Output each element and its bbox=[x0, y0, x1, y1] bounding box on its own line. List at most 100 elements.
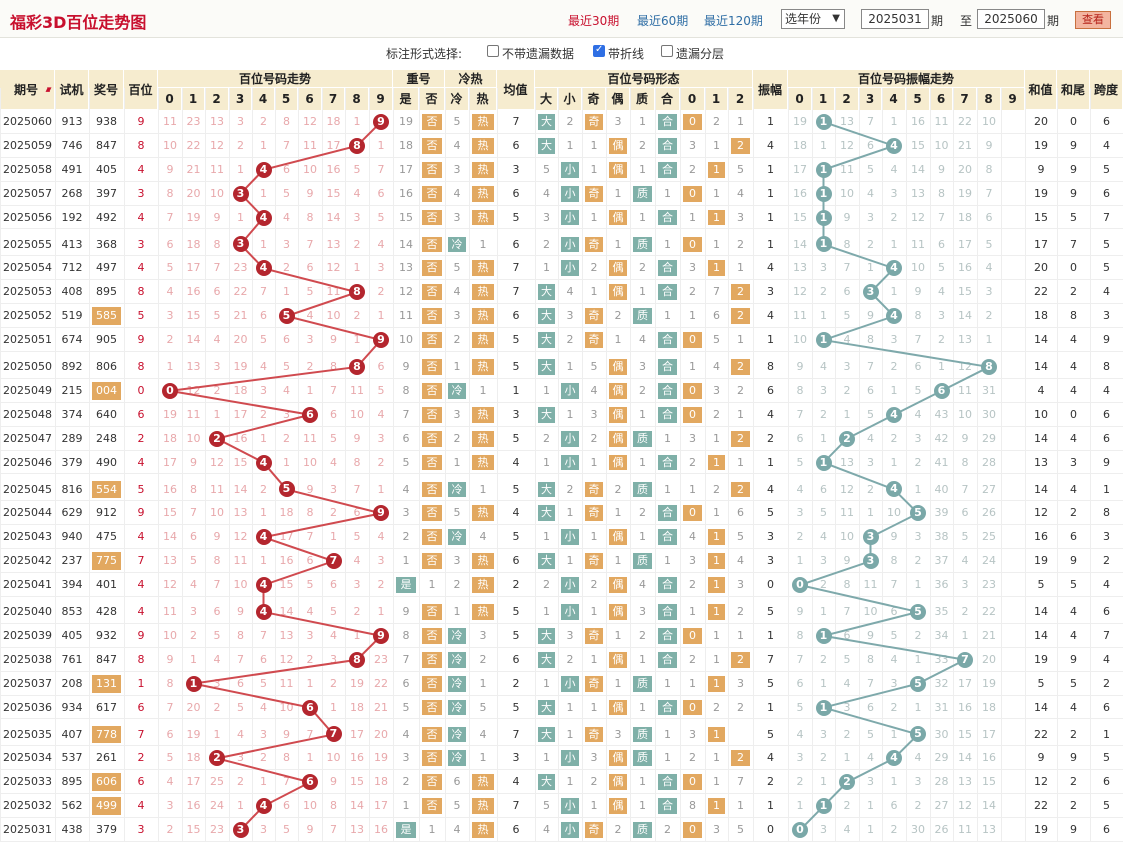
omission-cell: 5 bbox=[330, 431, 337, 445]
header-digit-8: 8 bbox=[345, 88, 369, 110]
prize-cell: 806 bbox=[96, 360, 117, 373]
omission-cell: 6 bbox=[306, 554, 314, 568]
omission-cell: 8 bbox=[237, 628, 244, 642]
amp-omission-cell: 14 bbox=[911, 162, 925, 176]
amp-cell: 1 bbox=[767, 162, 774, 176]
no-omission-checkbox[interactable] bbox=[487, 45, 499, 57]
to-issue-input[interactable]: 2025060 bbox=[977, 9, 1045, 29]
header-repeat-yes: 是 bbox=[393, 88, 419, 110]
oddeven-omission: 1 bbox=[590, 652, 598, 666]
test-cell: 746 bbox=[61, 138, 83, 152]
table-row bbox=[0, 723, 1123, 747]
omission-cell: 1 bbox=[237, 162, 244, 176]
repeat-no-tag: 否 bbox=[422, 406, 442, 423]
hot-tag: 热 bbox=[472, 137, 494, 154]
table-row bbox=[0, 328, 1123, 352]
amp-omission-cell: 7 bbox=[796, 407, 804, 421]
grid-line bbox=[930, 88, 931, 842]
oddeven-omission: 2 bbox=[590, 578, 598, 592]
oddeven-omission: 3 bbox=[590, 751, 598, 765]
omission-cell: 11 bbox=[210, 482, 224, 496]
header-bar: 福彩3D百位走势图 最近30期 最近60期 最近120期 选年份 ▼ 202503… bbox=[0, 0, 1123, 38]
amp-omission-cell: 26 bbox=[982, 506, 996, 520]
amp-omission-cell: 30 bbox=[934, 727, 949, 741]
no-omission-label[interactable]: 不带遗漏数据 bbox=[502, 47, 575, 61]
amp-omission-cell: 4 bbox=[820, 360, 827, 373]
bigsmall-tag: 小 bbox=[561, 798, 579, 815]
amp-omission-cell: 1 bbox=[914, 482, 922, 496]
bigsmall-omission: 5 bbox=[543, 799, 550, 813]
amp-omission-cell: 4 bbox=[938, 285, 945, 299]
omission-cell: 2 bbox=[353, 237, 361, 251]
amp-omission-cell: 11 bbox=[793, 309, 807, 323]
amp-omission-cell: 19 bbox=[793, 115, 807, 128]
polyline-label[interactable]: 带折线 bbox=[608, 47, 645, 61]
grid-line bbox=[205, 88, 206, 842]
amp-omission-cell: 4 bbox=[796, 727, 804, 741]
omission-cell: 9 bbox=[283, 727, 290, 741]
omission-layer-checkbox[interactable] bbox=[661, 45, 673, 57]
omission-cell: 5 bbox=[166, 261, 174, 275]
amp-omission-cell: 9 bbox=[796, 605, 804, 618]
amp-omission-cell: 3 bbox=[867, 775, 874, 789]
amp-omission-cell: 8 bbox=[796, 628, 804, 642]
hundred-cell: 7 bbox=[137, 727, 145, 741]
omission-cell: 18 bbox=[233, 383, 248, 397]
issue-cell: 2025035 bbox=[3, 727, 52, 741]
grid-line bbox=[369, 88, 370, 842]
sum-cell: 4 bbox=[1037, 383, 1045, 397]
hot-tag: 热 bbox=[472, 284, 494, 301]
sum-cell: 20 bbox=[1034, 115, 1048, 128]
amp-omission-cell: 8 bbox=[914, 309, 922, 323]
omission-cell: 9 bbox=[166, 652, 174, 666]
amp-omission-cell: 11 bbox=[958, 823, 972, 837]
header-repeat-no: 否 bbox=[419, 88, 445, 110]
from-issue-input[interactable]: 2025031 bbox=[861, 9, 929, 29]
table-row bbox=[0, 233, 1123, 257]
omission-cell: 2 bbox=[213, 700, 221, 714]
amp-ball: 3 bbox=[862, 284, 879, 301]
omission-cell: 20 bbox=[233, 333, 248, 347]
sum-cell: 22 bbox=[1034, 285, 1048, 299]
period-60-link[interactable]: 最近60期 bbox=[637, 14, 689, 28]
amp-omission-cell: 2 bbox=[938, 333, 945, 347]
omission-cell: 8 bbox=[166, 186, 174, 200]
year-select[interactable]: 选年份 ▼ bbox=[781, 9, 845, 29]
amp-cell: 4 bbox=[767, 138, 774, 152]
grid-line bbox=[1025, 88, 1026, 842]
omission-cell: 1 bbox=[377, 605, 385, 618]
issue-cell: 2025042 bbox=[3, 554, 52, 568]
omission-cell: 18 bbox=[186, 237, 201, 251]
query-button[interactable]: 查看 bbox=[1075, 11, 1111, 29]
omission-cell: 1 bbox=[353, 115, 361, 128]
header-form-1: 小 bbox=[558, 88, 582, 110]
period-120-link[interactable]: 最近120期 bbox=[704, 14, 763, 28]
period-30-link[interactable]: 最近30期 bbox=[568, 14, 620, 28]
omission-cell: 1 bbox=[260, 431, 267, 445]
header-form: 百位号码形态 bbox=[535, 70, 753, 88]
polyline-checkbox[interactable] bbox=[593, 44, 605, 57]
header-digit-1: 1 bbox=[182, 88, 205, 110]
amp-omission-cell: 5 bbox=[890, 628, 898, 642]
sum-cell: 14 bbox=[1034, 333, 1048, 347]
amp-omission-cell bbox=[1001, 304, 1025, 328]
mod-omission: 3 bbox=[689, 138, 696, 152]
tail-cell: 2 bbox=[1070, 506, 1077, 520]
repeat-omission: 8 bbox=[402, 628, 410, 642]
primecomp-tag: 质 bbox=[633, 430, 652, 447]
amp-omission-cell: 6 bbox=[985, 210, 993, 224]
mod-omission: 2 bbox=[689, 285, 696, 299]
hot-tag: 热 bbox=[472, 161, 494, 178]
sort-arrows-icon[interactable]: ▴▾ bbox=[45, 85, 51, 95]
mod-tag: 0 bbox=[683, 332, 702, 348]
omission-cell: 16 bbox=[186, 799, 201, 813]
omission-cell: 3 bbox=[353, 210, 361, 224]
primecomp-omission: 2 bbox=[664, 823, 671, 837]
amp-omission-cell: 11 bbox=[863, 578, 878, 592]
test-cell: 379 bbox=[61, 455, 83, 469]
omission-cell: 1 bbox=[306, 383, 314, 397]
issue-cell: 2025047 bbox=[3, 431, 52, 445]
omission-layer-label[interactable]: 遗漏分层 bbox=[676, 47, 725, 61]
issue-cell: 2025033 bbox=[3, 775, 52, 789]
amp-omission-cell: 6 bbox=[820, 482, 827, 496]
